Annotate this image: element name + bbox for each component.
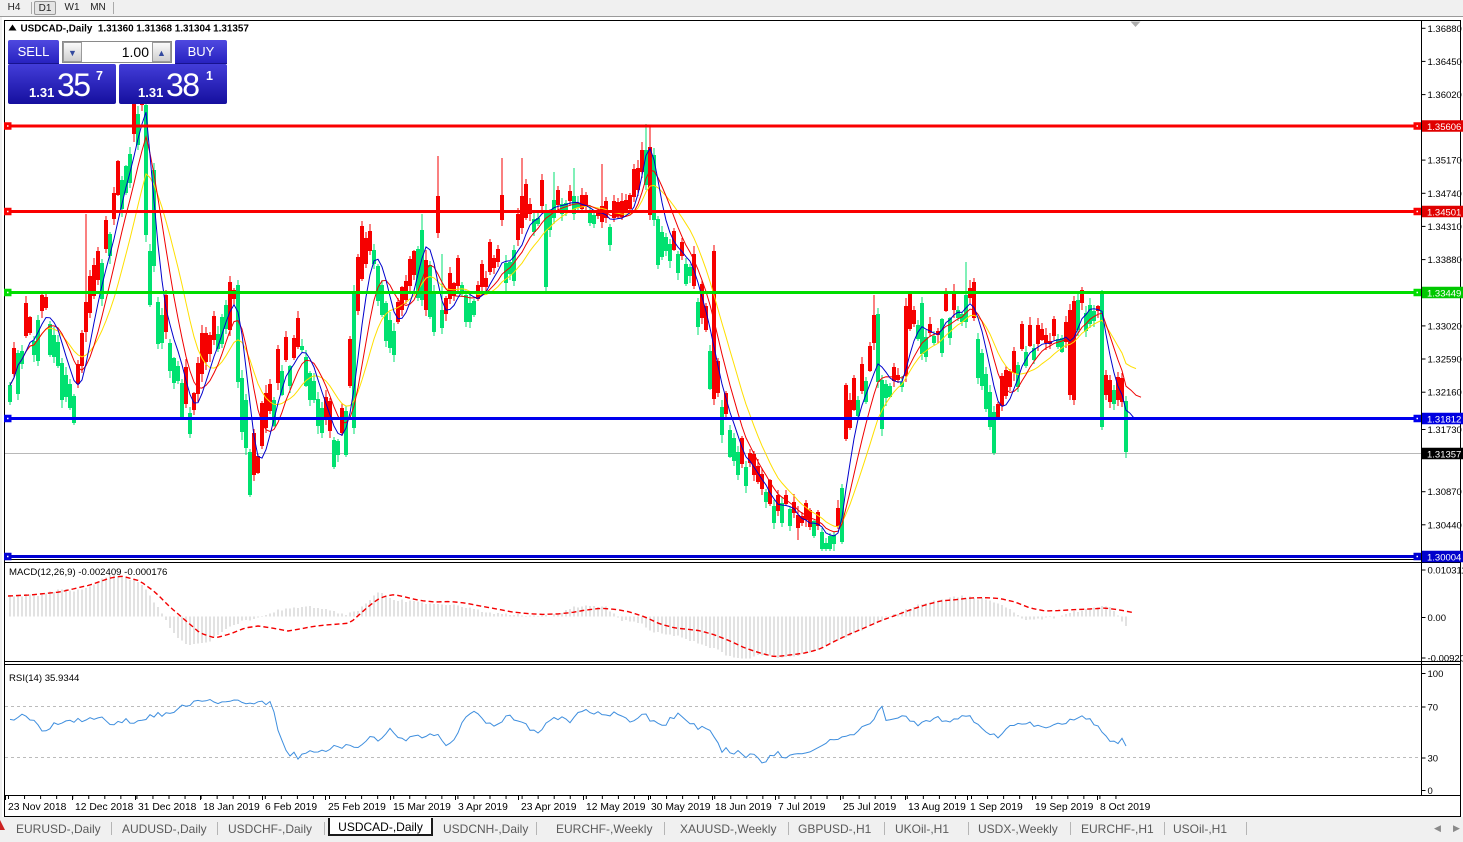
svg-text:0.010311: 0.010311 [1428,566,1463,577]
svg-text:3 Apr 2019: 3 Apr 2019 [458,802,508,813]
svg-text:RSI(14) 35.9344: RSI(14) 35.9344 [9,673,80,684]
svg-text:8 Oct 2019: 8 Oct 2019 [1100,802,1151,813]
svg-text:1.35606: 1.35606 [1427,122,1461,133]
svg-text:1.36020: 1.36020 [1428,90,1462,101]
svg-text:1.34740: 1.34740 [1428,189,1462,200]
svg-text:18 Jan 2019: 18 Jan 2019 [203,802,260,813]
svg-text:1.32590: 1.32590 [1428,355,1462,366]
svg-text:MACD(12,26,9) -0.002409 -0.000: MACD(12,26,9) -0.002409 -0.000176 [9,567,167,578]
svg-text:15 Mar 2019: 15 Mar 2019 [393,802,451,813]
svg-text:13 Aug 2019: 13 Aug 2019 [908,802,966,813]
svg-text:USDCAD-,Daily 1.31360 1.31368: USDCAD-,Daily 1.31360 1.31368 1.31304 1.… [21,24,250,35]
svg-text:18 Jun 2019: 18 Jun 2019 [715,802,772,813]
svg-text:1 Sep 2019: 1 Sep 2019 [970,802,1023,813]
svg-text:-0.009203: -0.009203 [1428,654,1463,665]
svg-text:1.36450: 1.36450 [1428,57,1462,68]
svg-text:0: 0 [1428,786,1433,797]
svg-text:1.31730: 1.31730 [1428,425,1462,436]
svg-text:23 Apr 2019: 23 Apr 2019 [521,802,577,813]
svg-text:1.31357: 1.31357 [1427,450,1461,461]
svg-text:30 May 2019: 30 May 2019 [651,802,711,813]
svg-text:19 Sep 2019: 19 Sep 2019 [1035,802,1094,813]
svg-text:1.30440: 1.30440 [1428,520,1462,531]
svg-text:1.35170: 1.35170 [1428,156,1462,167]
svg-text:1.30870: 1.30870 [1428,487,1462,498]
svg-text:1.31812: 1.31812 [1427,415,1461,426]
svg-text:1.30004: 1.30004 [1427,553,1461,564]
svg-text:31 Dec 2018: 31 Dec 2018 [138,802,197,813]
svg-text:1.33449: 1.33449 [1427,289,1461,300]
svg-text:25 Feb 2019: 25 Feb 2019 [328,802,386,813]
svg-text:12 May 2019: 12 May 2019 [586,802,646,813]
svg-text:1.33020: 1.33020 [1428,321,1462,332]
svg-text:7 Jul 2019: 7 Jul 2019 [778,802,826,813]
svg-text:1.33880: 1.33880 [1428,255,1462,266]
svg-text:1.34501: 1.34501 [1427,208,1461,219]
svg-text:1.32160: 1.32160 [1428,388,1462,399]
svg-text:12 Dec 2018: 12 Dec 2018 [75,802,134,813]
svg-text:1.36880: 1.36880 [1428,24,1462,35]
svg-text:25 Jul 2019: 25 Jul 2019 [843,802,897,813]
svg-text:1.34310: 1.34310 [1428,222,1462,233]
svg-text:6 Feb 2019: 6 Feb 2019 [265,802,317,813]
svg-text:30: 30 [1428,754,1439,765]
svg-text:23 Nov 2018: 23 Nov 2018 [8,802,67,813]
svg-text:100: 100 [1428,669,1444,680]
svg-text:0.00: 0.00 [1428,613,1447,624]
svg-text:70: 70 [1428,703,1439,714]
